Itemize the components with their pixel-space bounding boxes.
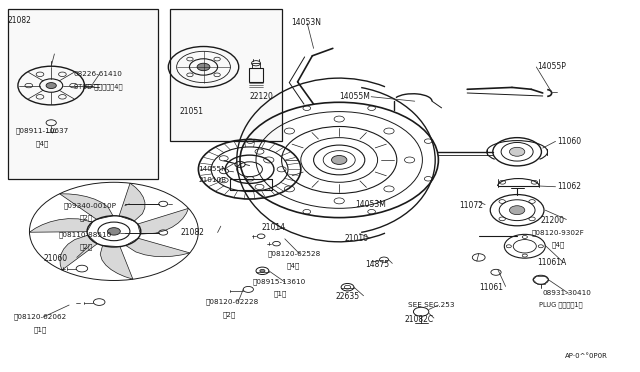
Text: 11062: 11062 bbox=[557, 182, 581, 191]
Text: 21051: 21051 bbox=[179, 107, 204, 116]
Text: PLUG プラグ（1）: PLUG プラグ（1） bbox=[539, 302, 582, 308]
Bar bbox=[85, 84, 92, 87]
Circle shape bbox=[332, 155, 347, 164]
Polygon shape bbox=[125, 238, 190, 257]
Text: 21082C: 21082C bbox=[404, 315, 434, 324]
Text: 11061A: 11061A bbox=[538, 258, 567, 267]
Circle shape bbox=[260, 269, 265, 272]
Polygon shape bbox=[138, 208, 189, 234]
Text: 21200: 21200 bbox=[541, 216, 564, 225]
Text: 21082: 21082 bbox=[180, 228, 204, 237]
Text: SEE SEC.253: SEE SEC.253 bbox=[408, 302, 455, 308]
Text: 14055M: 14055M bbox=[339, 92, 370, 101]
Text: （1）: （1） bbox=[274, 291, 287, 297]
Text: ⒲08110-88510: ⒲08110-88510 bbox=[59, 231, 112, 238]
Bar bbox=[249, 68, 263, 82]
Text: Ⓚ08915-13610: Ⓚ08915-13610 bbox=[253, 279, 306, 285]
Bar bbox=[8, 9, 158, 179]
Text: 14053M: 14053M bbox=[355, 200, 386, 209]
Text: Ⓥ09340-0010P: Ⓥ09340-0010P bbox=[64, 202, 117, 209]
Text: 11060: 11060 bbox=[557, 137, 581, 146]
Polygon shape bbox=[60, 194, 113, 219]
Text: （4）: （4） bbox=[552, 241, 565, 248]
Polygon shape bbox=[29, 219, 92, 232]
Text: ⒲08120-9302F: ⒲08120-9302F bbox=[531, 229, 584, 236]
Text: （1）: （1） bbox=[33, 326, 47, 333]
Text: 21010B: 21010B bbox=[198, 177, 227, 183]
Text: 21014: 21014 bbox=[261, 223, 285, 232]
Text: （4）: （4） bbox=[287, 263, 300, 269]
Polygon shape bbox=[100, 246, 133, 279]
Text: AP·0^°0P0R: AP·0^°0P0R bbox=[564, 353, 607, 359]
Circle shape bbox=[509, 206, 525, 215]
Circle shape bbox=[197, 63, 210, 71]
Text: ⒲08120-62528: ⒲08120-62528 bbox=[268, 250, 321, 257]
Text: 之08911-10637: 之08911-10637 bbox=[16, 127, 69, 134]
Bar bbox=[170, 9, 282, 141]
Text: ⒲08120-62228: ⒲08120-62228 bbox=[206, 299, 259, 305]
Text: 14055N: 14055N bbox=[198, 166, 227, 172]
Text: 14055P: 14055P bbox=[538, 62, 566, 71]
Circle shape bbox=[46, 83, 56, 89]
Text: 08226-61410: 08226-61410 bbox=[74, 71, 122, 77]
Text: 08931-30410: 08931-30410 bbox=[543, 290, 591, 296]
Text: 14875: 14875 bbox=[365, 260, 389, 269]
Polygon shape bbox=[60, 235, 97, 270]
Text: 22635: 22635 bbox=[336, 292, 360, 301]
Text: （4）: （4） bbox=[35, 140, 49, 147]
Text: 14053N: 14053N bbox=[291, 18, 321, 27]
Text: （2）: （2） bbox=[223, 311, 236, 318]
Text: 21060: 21060 bbox=[44, 254, 68, 263]
Polygon shape bbox=[119, 183, 145, 221]
Circle shape bbox=[509, 147, 525, 156]
Text: 11061: 11061 bbox=[479, 283, 503, 292]
Circle shape bbox=[108, 228, 120, 235]
Bar bbox=[252, 63, 260, 68]
Text: （2）: （2） bbox=[80, 243, 93, 250]
Text: ⒲08120-62062: ⒲08120-62062 bbox=[14, 314, 67, 320]
Text: （2）: （2） bbox=[80, 214, 93, 221]
Text: 21082: 21082 bbox=[8, 16, 31, 25]
Text: 22120: 22120 bbox=[250, 92, 273, 101]
Text: STUD スタッド（4）: STUD スタッド（4） bbox=[74, 83, 122, 90]
Text: 21010: 21010 bbox=[344, 234, 369, 243]
Text: 11072: 11072 bbox=[460, 201, 484, 210]
